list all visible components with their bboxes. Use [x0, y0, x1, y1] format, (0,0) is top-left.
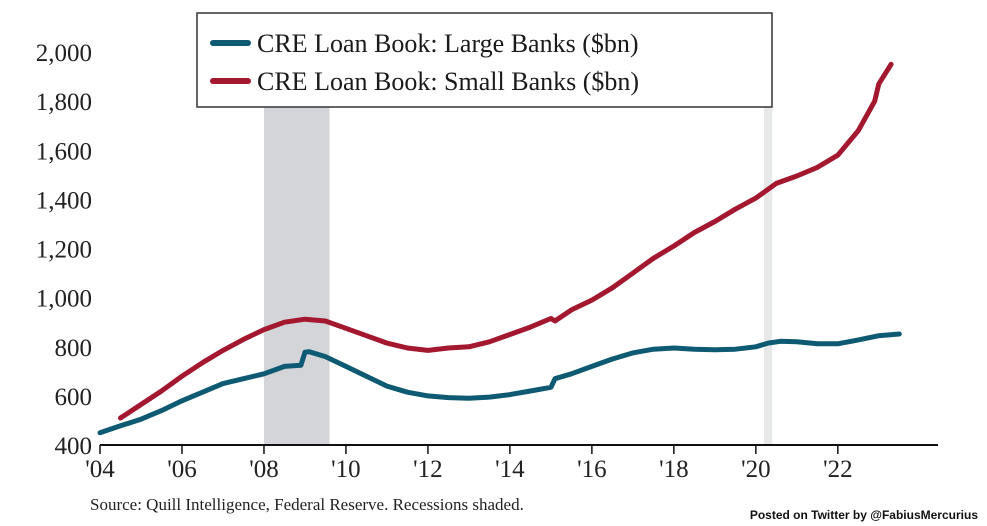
twitter-credit: Posted on Twitter by @FabiusMercurius: [750, 508, 979, 522]
y-tick-label: 800: [55, 335, 93, 362]
y-tick-label: 400: [55, 433, 93, 460]
legend-box: [196, 12, 773, 108]
y-tick-label: 1,200: [36, 237, 92, 264]
y-tick-label: 1,600: [36, 138, 92, 165]
x-tick-label: '22: [823, 456, 853, 483]
x-tick-label: '08: [249, 456, 279, 483]
y-ticks-group: 400 600 800 1,000 1,200 1,400 1,600 1,800 2,000: [36, 40, 92, 460]
source-note: Source: Quill Intelligence, Federal Rese…: [90, 495, 524, 514]
x-tick-label: '12: [413, 456, 443, 483]
series-group: [97, 61, 902, 436]
y-tick-label: 1,000: [36, 286, 92, 313]
recession-band-1: [263, 52, 330, 445]
series-line-small-banks: [118, 61, 894, 421]
x-tick-label: '14: [495, 456, 525, 483]
y-tick-label: 600: [55, 384, 93, 411]
recession-shading-group: [263, 52, 773, 445]
x-ticks-group: '04 '06 '08 '10 '12 '14 '16 '18 '20 '22: [85, 445, 853, 483]
y-tick-label: 1,800: [36, 89, 92, 116]
legend-label-large-banks: CRE Loan Book: Large Banks ($bn): [257, 29, 639, 58]
x-tick-label: '04: [85, 456, 115, 483]
x-tick-label: '20: [741, 456, 771, 483]
x-tick-label: '10: [331, 456, 361, 483]
y-tick-label: 1,400: [36, 187, 92, 214]
x-tick-label: '18: [659, 456, 689, 483]
series-line-large-banks: [97, 331, 902, 436]
x-tick-label: '06: [167, 456, 197, 483]
x-tick-label: '16: [577, 456, 607, 483]
recession-band-2: [764, 52, 773, 445]
legend: CRE Loan Book: Large Banks ($bn) CRE Loa…: [196, 12, 773, 108]
y-tick-label: 2,000: [36, 40, 92, 67]
legend-label-small-banks: CRE Loan Book: Small Banks ($bn): [257, 67, 639, 96]
